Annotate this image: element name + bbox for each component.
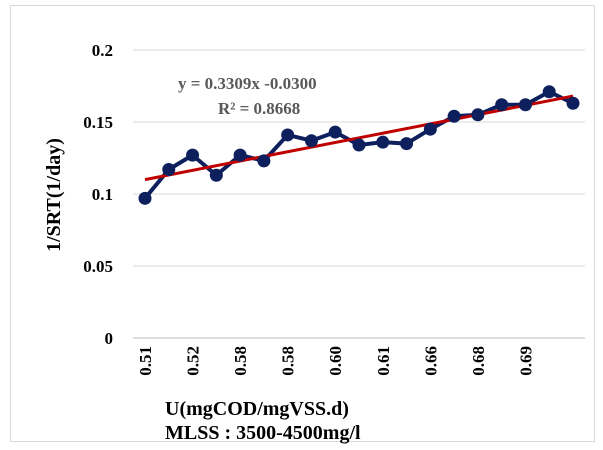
gridlines (133, 49, 585, 267)
data-point (328, 125, 342, 139)
y-axis-title: 1/SRT(1/day) (43, 138, 65, 252)
trendline-r-squared: R² = 0.8668 (218, 99, 300, 118)
y-tick-label: 0.1 (92, 185, 113, 204)
y-tick-label: 0.2 (92, 41, 113, 60)
data-point (518, 98, 532, 112)
x-tick-label: 0.69 (516, 346, 535, 376)
y-tick-label: 0.15 (83, 113, 113, 132)
data-point (542, 85, 556, 99)
x-axis-title: U(mgCOD/mgVSS.d) (165, 398, 349, 420)
x-tick-label: 0.61 (374, 346, 393, 376)
x-tick-label: 0.66 (421, 346, 440, 376)
data-point (352, 138, 366, 152)
y-tick-labels: 0 0.05 0.1 0.15 0.2 (83, 41, 113, 348)
data-point (566, 96, 580, 110)
y-tick-label: 0 (105, 329, 114, 348)
series-group (138, 85, 580, 205)
data-point (447, 109, 461, 123)
data-point (257, 154, 271, 168)
trendline-equation: y = 0.3309x -0.0300 (178, 74, 317, 93)
data-point (233, 148, 247, 162)
data-point (400, 137, 414, 151)
x-tick-label: 0.68 (469, 346, 488, 376)
data-point (138, 191, 152, 205)
x-tick-label: 0.52 (184, 346, 203, 376)
data-point (281, 128, 295, 142)
x-tick-label: 0.51 (136, 346, 155, 376)
trendline (144, 94, 574, 182)
data-point (209, 168, 223, 182)
x-tick-label: 0.58 (231, 346, 250, 376)
data-point (304, 134, 318, 148)
data-point (376, 135, 390, 149)
chart-subtitle: MLSS : 3500-4500mg/l (165, 422, 361, 444)
data-point (162, 163, 176, 177)
y-tick-label: 0.05 (83, 257, 113, 276)
data-point (423, 122, 437, 136)
chart-frame (10, 5, 595, 442)
data-point (495, 98, 509, 112)
x-tick-labels: 0.51 0.52 0.58 0.58 0.60 0.61 0.66 0.68 0.69 (136, 346, 535, 376)
data-point (186, 148, 200, 162)
x-tick-label: 0.58 (279, 346, 298, 376)
x-tick-label: 0.60 (326, 346, 345, 376)
data-point (471, 108, 485, 122)
